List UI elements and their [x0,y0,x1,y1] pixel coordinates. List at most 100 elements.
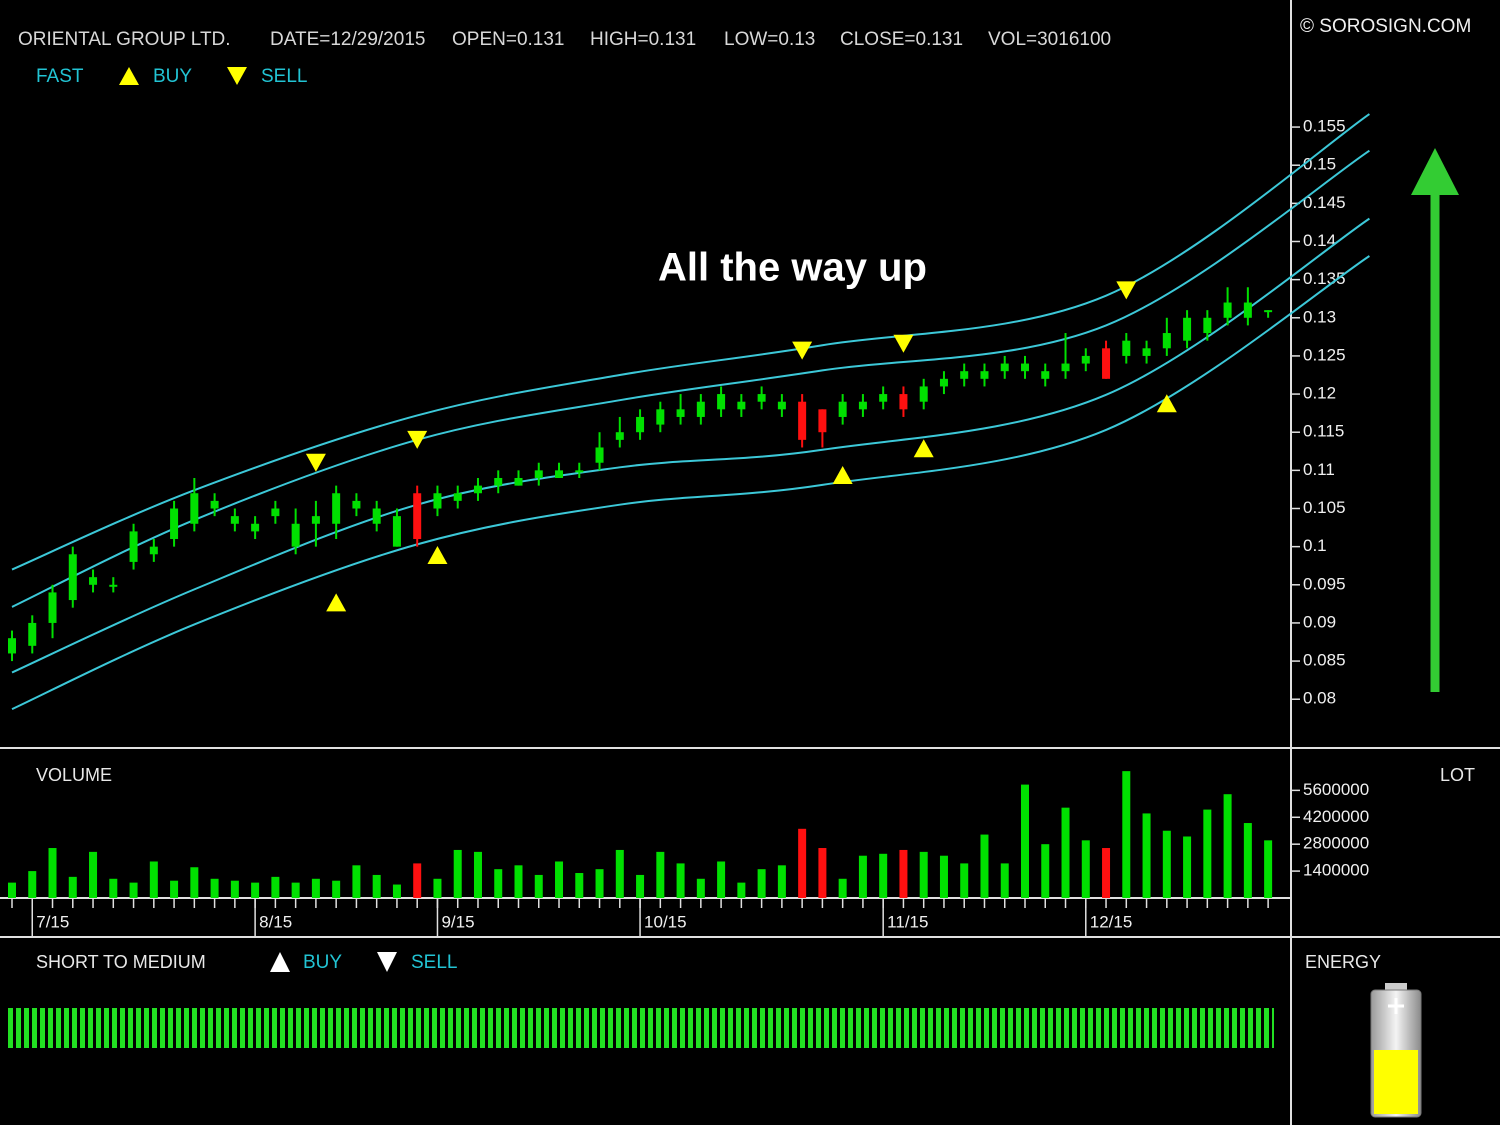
legend-fast: FAST [36,66,84,87]
candle-body [1223,302,1232,318]
volume-bar [1223,794,1232,898]
battery [1370,983,1422,1118]
candle-body [372,508,381,524]
volume-title: VOLUME [36,765,112,785]
volume-bar [230,880,239,898]
legend-buy-icon [119,67,139,85]
volume-bar [534,874,543,898]
volume-bar [879,853,888,898]
signal-sell: SELL [411,952,457,973]
volume-bar [818,848,827,898]
volume-bar [1021,784,1029,898]
candle-body [798,401,807,440]
volume-bar [433,878,442,898]
volume-bar [473,851,482,898]
symbol: ORIENTAL GROUP LTD. [18,29,231,50]
x-tick-label: 9/15 [441,912,474,931]
candle-body [575,470,584,473]
legend-buy: BUY [153,66,192,87]
band-line [11,113,1370,571]
y-tick-label: 0.095 [1303,574,1346,593]
x-tick-label: 7/15 [36,912,69,931]
volume-info: VOL=3016100 [988,29,1111,50]
candle-body [28,622,37,646]
volume-bar [1102,848,1111,898]
annotation: All the way up [658,246,927,290]
y-tick-label: 0.09 [1303,612,1336,631]
candle-body [1243,302,1252,318]
legend-sell-icon [227,67,247,85]
volume-bar [311,878,320,898]
volume-bar [413,863,422,898]
candle-body [899,394,908,410]
candle-body [230,516,239,524]
candle-body [149,546,158,555]
y-tick-label: 0.155 [1303,117,1346,136]
volume-bar [1243,823,1252,898]
candle-body [494,477,503,486]
y-tick-label: 0.145 [1303,193,1346,212]
candle-body [919,386,928,402]
volume-bar [251,882,260,898]
up-arrow [1411,148,1459,692]
candle-body [473,485,482,494]
volume-bar [838,878,847,898]
volume-bar [1162,830,1171,898]
volume-bar [1264,840,1273,898]
candle-body [453,493,462,501]
volume-bar [960,863,969,898]
candle-body [1102,348,1111,379]
low: LOW=0.13 [724,29,815,50]
volume-bar [190,867,199,898]
volume-bar [8,882,16,898]
candle-body [392,516,401,547]
candle-body [1021,363,1029,372]
sell-signal [792,341,813,360]
candle-body [636,416,645,433]
volume-unit: LOT [1440,765,1475,785]
candle-body [858,401,867,410]
buy-signal [326,593,347,612]
date: DATE=12/29/2015 [270,29,425,50]
signal-sell-icon [377,952,397,972]
volume-tick-label: 2800000 [1303,834,1369,853]
volume-bar [777,865,786,898]
signal-buy: BUY [303,952,342,973]
legend-sell: SELL [261,66,307,87]
candle-body [8,638,16,654]
y-tick-label: 0.135 [1303,269,1346,288]
candle-body [534,470,543,478]
close: CLOSE=0.131 [840,29,963,50]
volume-bar [919,851,928,898]
candle-body [980,371,989,379]
volume-bar [636,874,645,898]
candle-body [68,554,77,601]
x-tick-label: 10/15 [644,912,687,931]
signal-title: SHORT TO MEDIUM [36,952,206,972]
volume-bar [737,882,746,898]
y-tick-label: 0.125 [1303,345,1346,364]
volume-bar [696,878,705,898]
volume-bar [615,849,624,898]
y-tick-label: 0.13 [1303,307,1336,326]
candle-body [757,394,766,402]
volume-bar [1000,863,1009,898]
high: HIGH=0.131 [590,29,696,50]
sell-signal [893,334,914,353]
volume-bar [939,855,948,898]
candle-body [615,432,624,440]
candle-body [737,401,746,410]
volume-bar [453,849,462,898]
candle-body [656,409,665,425]
candle-body [311,516,320,524]
candle-body [109,584,118,587]
y-tick-label: 0.085 [1303,651,1346,670]
y-tick-label: 0.08 [1303,689,1336,708]
candle-body [555,470,564,478]
y-tick-label: 0.1 [1303,536,1327,555]
candle-body [1162,333,1171,349]
candle-body [595,447,604,463]
volume-bar [332,880,341,898]
